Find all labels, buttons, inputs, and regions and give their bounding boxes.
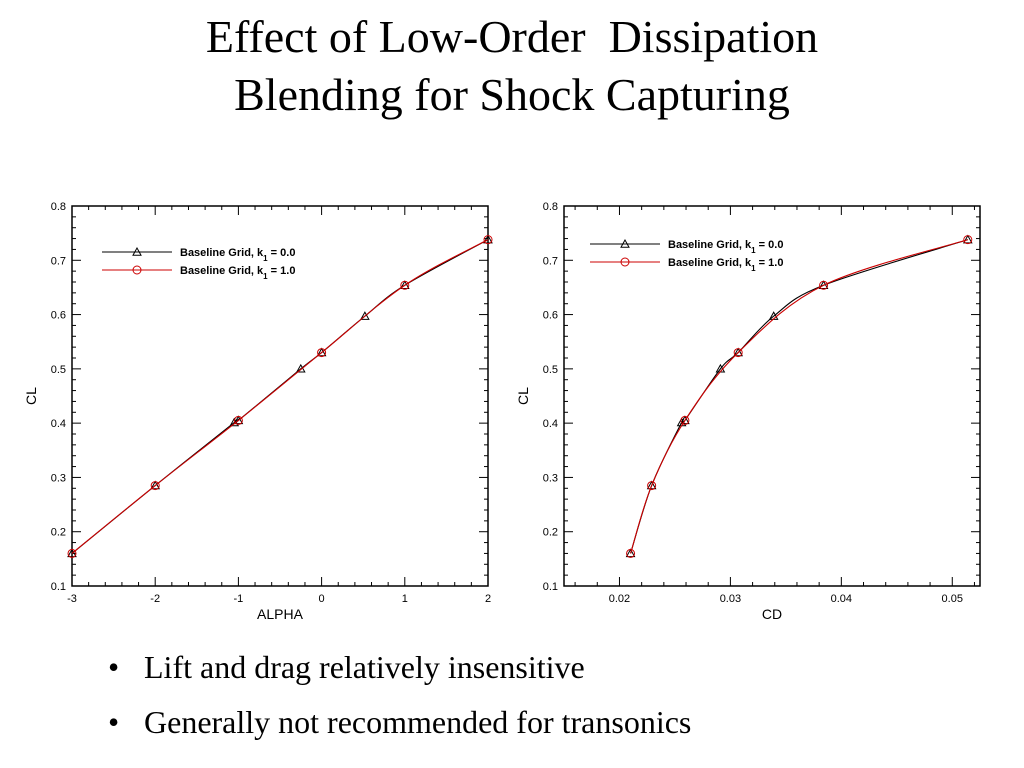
data-point-triangle bbox=[680, 415, 690, 425]
x-tick-label: 0.04 bbox=[831, 593, 852, 605]
slide-title: Effect of Low-Order Dissipation Blending… bbox=[0, 8, 1024, 124]
y-tick-label: 0.2 bbox=[543, 527, 558, 539]
legend-entry-1: Baseline Grid, k1 = 0.0 bbox=[180, 247, 295, 263]
y-tick-label: 0.6 bbox=[543, 310, 558, 322]
data-point-circle bbox=[150, 481, 160, 491]
y-tick-label: 0.8 bbox=[51, 201, 66, 213]
legend-marker-triangle bbox=[620, 238, 630, 248]
y-tick-label: 0.1 bbox=[543, 581, 558, 593]
x-tick-label: 0 bbox=[319, 593, 325, 605]
plot-frame bbox=[563, 205, 981, 587]
series-line-2 bbox=[630, 239, 968, 554]
x-tick-label: 0.02 bbox=[609, 593, 630, 605]
data-point-triangle bbox=[399, 280, 410, 289]
legend-entry-1: Baseline Grid, k1 = 0.0 bbox=[668, 239, 783, 255]
data-point-triangle bbox=[67, 548, 77, 558]
data-point-triangle bbox=[233, 415, 244, 425]
y-tick-label: 0.3 bbox=[51, 472, 66, 484]
legend-entry-2: Baseline Grid, k1 = 1.0 bbox=[180, 265, 295, 281]
data-point-triangle bbox=[625, 548, 636, 558]
legend-marker-circle bbox=[132, 265, 142, 275]
y-axis-label: CL bbox=[23, 387, 39, 405]
y-tick-label: 0.1 bbox=[51, 581, 66, 593]
slide-title-line-2: Blending for Shock Capturing bbox=[234, 69, 790, 120]
data-point-triangle bbox=[360, 311, 370, 320]
bullet-list: Lift and drag relatively insensitive Gen… bbox=[108, 640, 691, 750]
y-tick-label: 0.5 bbox=[51, 364, 66, 376]
data-point-circle bbox=[963, 235, 973, 245]
legend-marker-circle bbox=[620, 257, 630, 267]
x-axis-label: CD bbox=[762, 606, 782, 622]
x-tick-label: 1 bbox=[402, 593, 408, 605]
data-point-circle bbox=[483, 235, 493, 245]
y-axis-label: CL bbox=[515, 387, 531, 405]
data-point-circle bbox=[67, 548, 77, 558]
plot-frame bbox=[71, 205, 489, 587]
y-tick-label: 0.2 bbox=[51, 527, 66, 539]
y-tick-label: 0.3 bbox=[543, 472, 558, 484]
data-point-circle bbox=[626, 548, 636, 558]
data-point-circle bbox=[317, 348, 327, 358]
data-point-circle bbox=[233, 415, 243, 425]
x-tick-label: 2 bbox=[485, 593, 491, 605]
bullet-item-1: Lift and drag relatively insensitive bbox=[108, 640, 691, 695]
y-tick-label: 0.4 bbox=[543, 418, 558, 430]
series-line-2 bbox=[71, 239, 489, 554]
data-point-circle bbox=[819, 280, 829, 290]
slide-title-line-1: Effect of Low-Order Dissipation bbox=[205, 11, 819, 62]
cl-vs-alpha-chart: 0.1 0.2 0.3 0.4 0.5 0.6 0.7 0.8 -3 -2 -1 0 1 2 ALPHA CL… bbox=[23, 201, 493, 622]
series-line-1 bbox=[71, 239, 489, 554]
y-tick-label: 0.7 bbox=[51, 255, 66, 267]
data-point-circle bbox=[680, 415, 690, 425]
x-tick-label: -1 bbox=[234, 593, 244, 605]
y-tick-label: 0.4 bbox=[51, 418, 66, 430]
legend-entry-2: Baseline Grid, k1 = 1.0 bbox=[668, 257, 783, 273]
y-tick-label: 0.5 bbox=[543, 364, 558, 376]
x-tick-label: -3 bbox=[67, 593, 77, 605]
y-tick-label: 0.6 bbox=[51, 310, 66, 322]
x-tick-label: 0.03 bbox=[720, 593, 741, 605]
data-point-triangle bbox=[483, 234, 493, 244]
y-tick-label: 0.8 bbox=[543, 201, 558, 213]
series-line-1 bbox=[630, 239, 968, 554]
legend-marker-triangle bbox=[132, 246, 142, 256]
data-point-triangle bbox=[150, 480, 161, 490]
x-tick-label: -2 bbox=[150, 593, 160, 605]
cl-vs-cd-chart: 0.1 0.2 0.3 0.4 0.5 0.6 0.7 0.8 0.02 0.03 0.04 0.05… bbox=[515, 201, 981, 622]
bullet-item-2: Generally not recommended for transonics bbox=[108, 695, 691, 750]
data-point-circle bbox=[733, 348, 743, 358]
data-point-triangle bbox=[733, 347, 744, 357]
data-point-triangle bbox=[646, 480, 657, 490]
data-point-triangle bbox=[316, 347, 327, 357]
data-point-circle bbox=[647, 481, 657, 491]
x-tick-label: 0.05 bbox=[942, 593, 963, 605]
x-axis-label: ALPHA bbox=[257, 606, 304, 622]
data-point-circle bbox=[400, 280, 410, 290]
data-point-triangle bbox=[962, 234, 973, 244]
y-tick-label: 0.7 bbox=[543, 255, 558, 267]
